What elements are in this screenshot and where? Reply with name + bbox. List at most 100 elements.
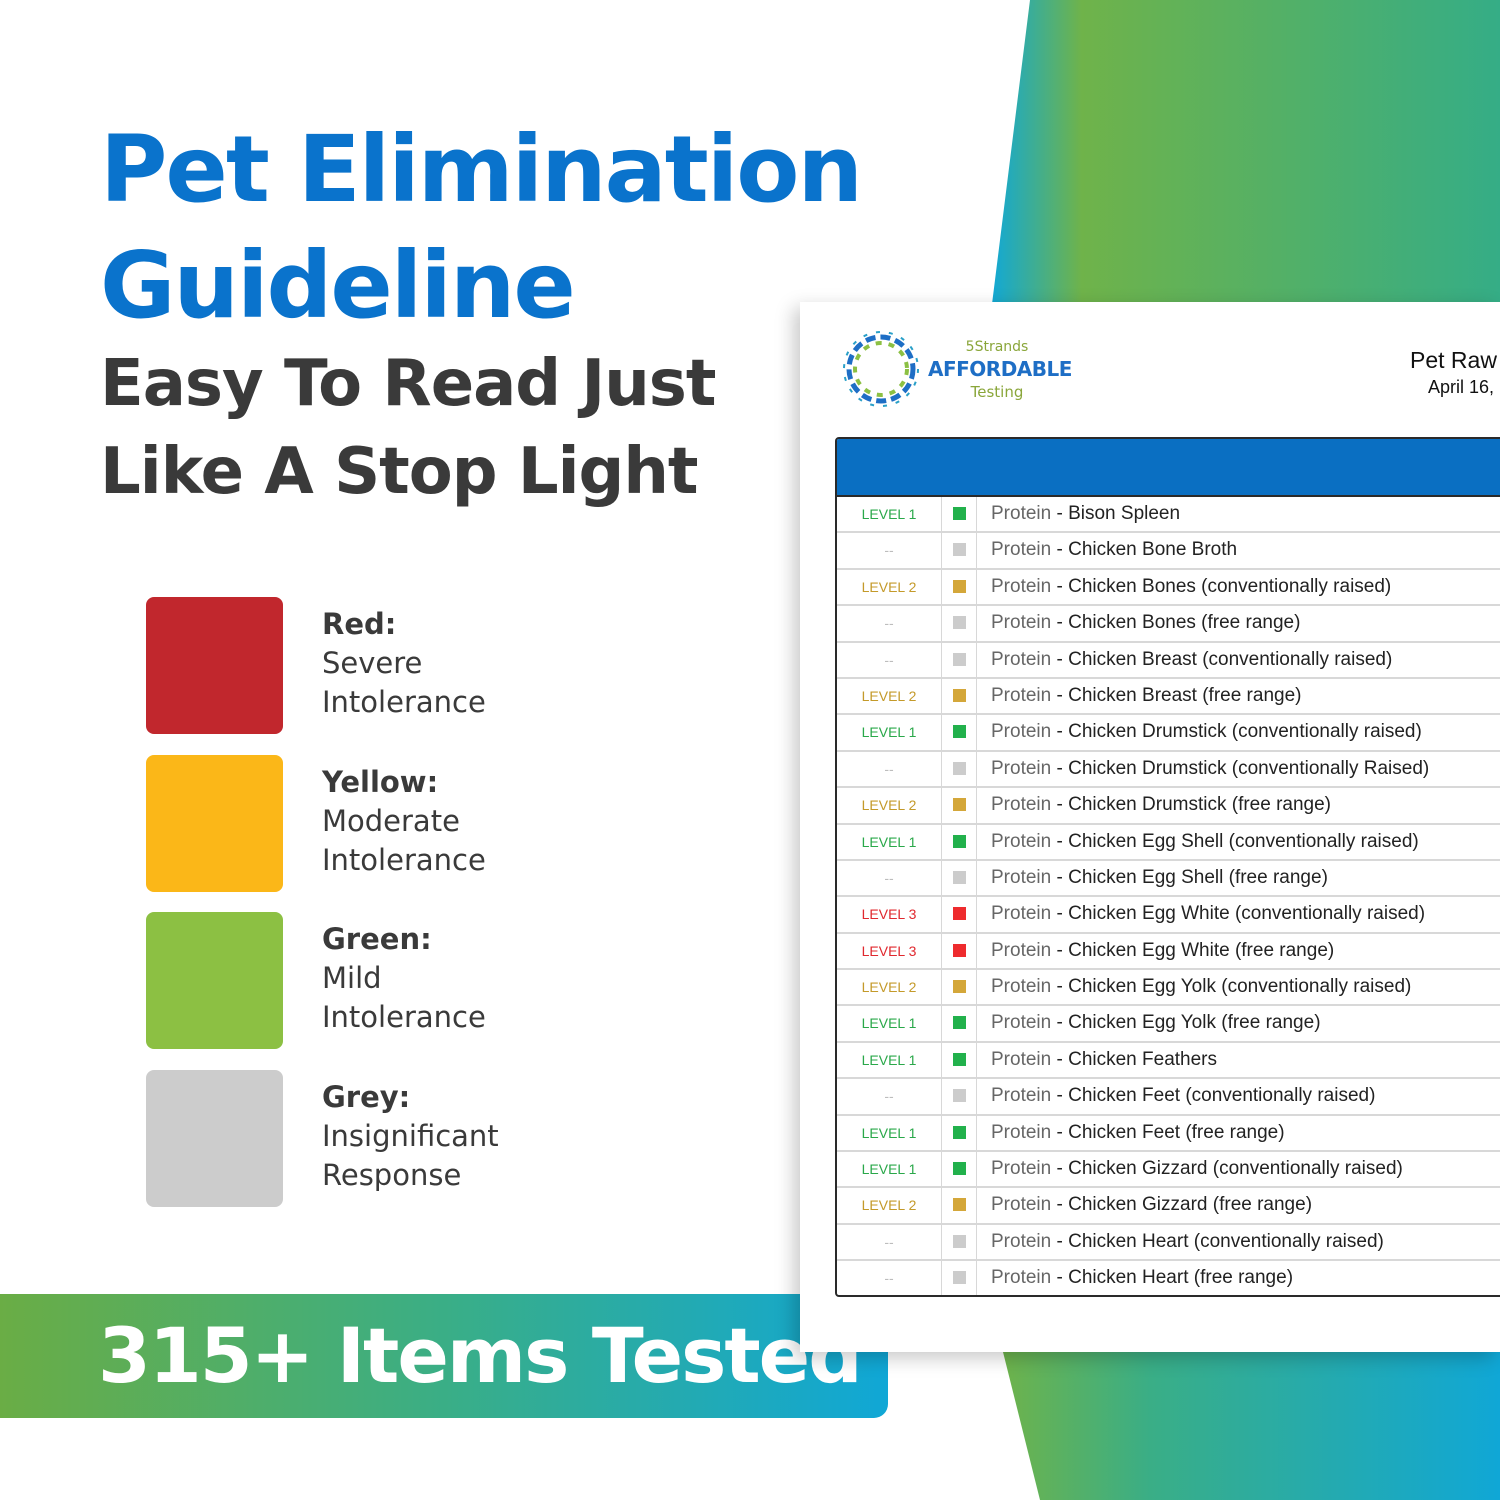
level-cell: LEVEL 1 bbox=[837, 1042, 942, 1078]
swatch-cell bbox=[942, 970, 977, 1005]
level-cell: LEVEL 3 bbox=[837, 933, 942, 969]
legend-desc: Severe bbox=[322, 646, 423, 680]
level-swatch bbox=[953, 652, 966, 666]
brand-name: AFFORDABLE bbox=[928, 357, 1072, 381]
swatch-cell bbox=[942, 1261, 977, 1295]
table-row: -- Protein - Chicken Bone Broth bbox=[837, 533, 1500, 570]
item-cell: Protein - Chicken Drumstick (conventiona… bbox=[991, 757, 1430, 779]
item-category: Protein bbox=[991, 1230, 1052, 1252]
item-category: Protein bbox=[991, 903, 1052, 925]
item-cell: Protein - Chicken Feathers bbox=[991, 1048, 1217, 1070]
legend-desc: Moderate bbox=[322, 804, 460, 838]
level-cell: LEVEL 1 bbox=[837, 1115, 942, 1151]
table-row: LEVEL 2 Protein - Chicken Drumstick (free… bbox=[837, 788, 1500, 825]
legend-desc: Response bbox=[322, 1158, 462, 1192]
item-name: Chicken Breast (free range) bbox=[1068, 684, 1302, 706]
item-cell: Protein - Chicken Egg Shell (conventiona… bbox=[991, 830, 1419, 852]
swatch-cell bbox=[942, 1042, 977, 1078]
item-name: Chicken Egg Yolk (conventionally raised) bbox=[1068, 976, 1412, 998]
swatch-cell bbox=[942, 751, 977, 787]
brand-bottom: Testing bbox=[970, 383, 1024, 401]
swatch-cell bbox=[942, 1188, 977, 1223]
item-name: Chicken Feathers bbox=[1068, 1048, 1217, 1070]
legend-text: Yellow: Moderate Intolerance bbox=[322, 763, 582, 880]
swatch-cell bbox=[942, 860, 977, 896]
item-category: Protein bbox=[991, 1085, 1052, 1107]
level-swatch bbox=[953, 761, 966, 775]
title-line: Pet Elimination bbox=[100, 116, 863, 223]
legend-name: Red: bbox=[322, 607, 397, 641]
item-cell: Protein - Chicken Egg Shell (free range) bbox=[991, 866, 1328, 888]
swatch-cell bbox=[942, 788, 977, 823]
item-category: Protein bbox=[991, 939, 1052, 961]
table-header bbox=[837, 439, 1500, 497]
item-cell: Protein - Chicken Feet (free range) bbox=[991, 1121, 1285, 1143]
level-swatch bbox=[953, 1089, 966, 1103]
item-cell: Protein - Chicken Drumstick (free range) bbox=[991, 794, 1332, 816]
legend-desc: Mild bbox=[322, 961, 382, 995]
item-cell: Protein - Chicken Egg White (conventiona… bbox=[991, 903, 1426, 925]
item-category: Protein bbox=[991, 1121, 1052, 1143]
item-category: Protein bbox=[991, 1194, 1052, 1216]
table-row: -- Protein - Chicken Egg Shell (free rang… bbox=[837, 860, 1500, 898]
items-tested-banner: 315+ Items Tested bbox=[0, 1294, 888, 1418]
table-row: -- Protein - Chicken Breast (conventional… bbox=[837, 642, 1500, 679]
legend-desc: Insignificant bbox=[322, 1119, 499, 1153]
level-swatch bbox=[953, 798, 966, 812]
swatch-cell bbox=[942, 642, 977, 677]
swatch-cell bbox=[942, 1006, 977, 1041]
level-swatch bbox=[953, 1198, 966, 1212]
item-name: Chicken Bones (free range) bbox=[1068, 612, 1301, 634]
swatch-cell bbox=[942, 824, 977, 859]
item-name: Chicken Gizzard (free range) bbox=[1068, 1194, 1313, 1216]
table-row: -- Protein - Chicken Heart (free range) bbox=[837, 1261, 1500, 1295]
subtitle-line: Easy To Read Just bbox=[100, 347, 716, 421]
level-cell: -- bbox=[837, 751, 942, 787]
legend-swatch-green bbox=[146, 912, 283, 1049]
item-cell: Protein - Chicken Egg Yolk (conventional… bbox=[991, 976, 1412, 998]
item-cell: Protein - Bison Spleen bbox=[991, 503, 1181, 524]
legend-desc: Intolerance bbox=[322, 1000, 486, 1034]
swatch-cell bbox=[942, 897, 977, 932]
level-swatch bbox=[953, 1125, 966, 1139]
table-row: LEVEL 1 Protein - Chicken Feathers bbox=[837, 1042, 1500, 1080]
swatch-cell bbox=[942, 1079, 977, 1114]
item-cell: Protein - Chicken Drumstick (conventiona… bbox=[991, 721, 1422, 743]
level-swatch bbox=[953, 907, 966, 921]
legend-text: Red: Severe Intolerance bbox=[322, 605, 582, 722]
item-name: Chicken Bones (conventionally raised) bbox=[1068, 575, 1392, 597]
table-row: -- Protein - Chicken Feet (conventionally… bbox=[837, 1079, 1500, 1116]
level-cell: -- bbox=[837, 1224, 942, 1260]
item-category: Protein bbox=[991, 1158, 1052, 1180]
item-name: Chicken Egg Yolk (free range) bbox=[1068, 1012, 1321, 1034]
item-category: Protein bbox=[991, 721, 1052, 743]
swatch-cell bbox=[942, 1152, 977, 1187]
brand-top: 5Strands bbox=[965, 339, 1029, 355]
level-cell: LEVEL 3 bbox=[837, 897, 942, 932]
item-cell: Protein - Chicken Bones (conventionally … bbox=[991, 575, 1392, 597]
item-category: Protein bbox=[991, 648, 1052, 670]
table-row: -- Protein - Chicken Bones (free range) bbox=[837, 606, 1500, 643]
table-body: LEVEL 1 Protein - Bison Spleen -- Protein -… bbox=[837, 497, 1500, 1295]
legend-swatch-yellow bbox=[146, 755, 283, 892]
swatch-cell bbox=[942, 533, 977, 568]
legend-desc: Intolerance bbox=[322, 843, 486, 877]
table-row: LEVEL 2 Protein - Chicken Egg Yolk (conve… bbox=[837, 970, 1500, 1007]
table-row: LEVEL 3 Protein - Chicken Egg White (conv… bbox=[837, 897, 1500, 934]
legend-swatch-red bbox=[146, 597, 283, 734]
level-cell: -- bbox=[837, 1261, 942, 1295]
item-cell: Protein - Chicken Gizzard (free range) bbox=[991, 1194, 1313, 1216]
swatch-cell bbox=[942, 933, 977, 969]
item-name: Chicken Heart (conventionally raised) bbox=[1068, 1230, 1384, 1252]
level-swatch bbox=[953, 834, 966, 848]
level-swatch bbox=[953, 507, 966, 520]
item-cell: Protein - Chicken Egg Yolk (free range) bbox=[991, 1012, 1321, 1034]
item-name: Chicken Drumstick (free range) bbox=[1068, 794, 1332, 816]
level-swatch bbox=[953, 579, 966, 593]
legend-item-grey: Grey: Insignificant Response bbox=[146, 1070, 566, 1208]
level-cell: -- bbox=[837, 1079, 942, 1114]
level-swatch bbox=[953, 943, 966, 957]
item-category: Protein bbox=[991, 794, 1052, 816]
level-swatch bbox=[953, 1052, 966, 1066]
item-cell: Protein - Chicken Breast (free range) bbox=[991, 684, 1302, 706]
